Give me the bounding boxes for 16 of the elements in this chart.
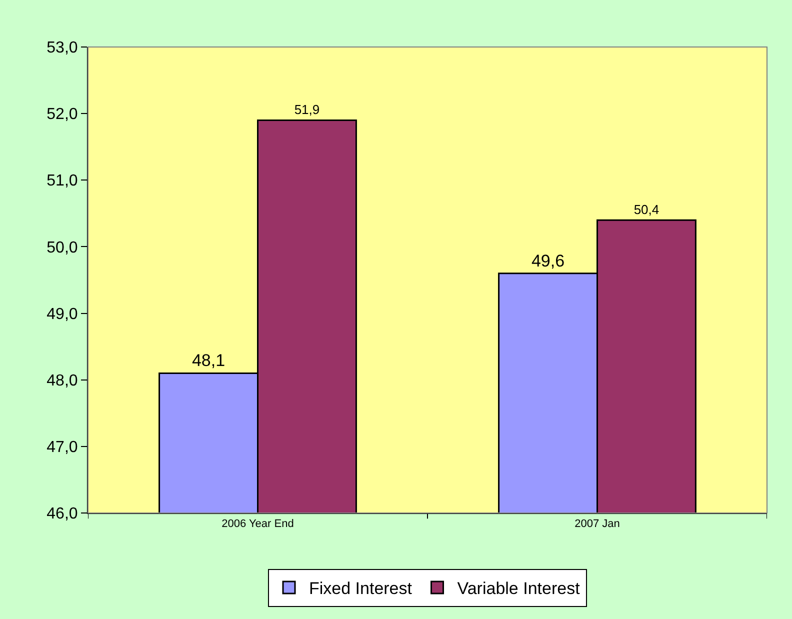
x-tick-label: 2007 Jan: [574, 518, 620, 530]
y-tick-label: 48,0: [46, 372, 78, 390]
x-tick-label: 2006 Year End: [222, 518, 294, 530]
legend-label: Fixed Interest: [309, 579, 412, 598]
y-tick-label: 51,0: [46, 172, 78, 190]
data-label: 51,9: [294, 102, 320, 118]
y-tick-label: 49,0: [46, 306, 78, 323]
data-label: 48,1: [192, 351, 226, 370]
y-tick-label: 53,0: [46, 40, 78, 57]
data-label: 49,6: [531, 251, 565, 270]
y-tick-label: 46,0: [46, 506, 78, 523]
y-tick-label: 52,0: [46, 106, 78, 124]
y-tick-label: 50,0: [46, 239, 78, 256]
y-tick-label: 47,0: [46, 439, 78, 456]
legend-label: Variable Interest: [457, 579, 580, 598]
data-label: 50,4: [634, 202, 660, 218]
